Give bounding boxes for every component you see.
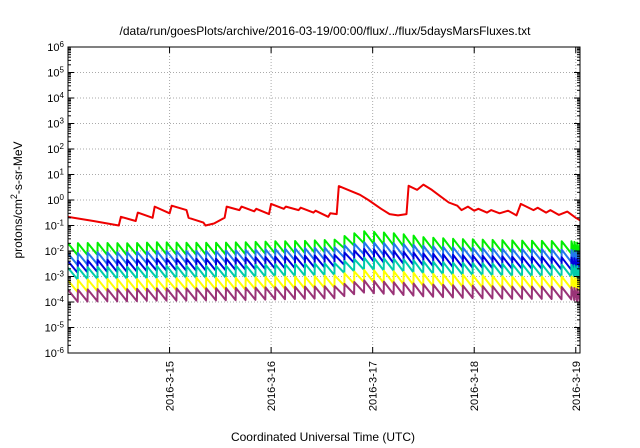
y-tick-label: 10-2 — [45, 244, 65, 259]
y-tick-base: 10 — [47, 144, 59, 156]
y-tick-exp: 0 — [60, 193, 65, 202]
y-tick-base: 10 — [45, 297, 57, 309]
y-tick-label: 10-1 — [45, 218, 65, 233]
y-tick-exp: 6 — [60, 40, 65, 49]
y-tick-exp: -4 — [57, 295, 65, 304]
y-tick-label: 10-6 — [45, 346, 65, 361]
y-tick-exp: -1 — [57, 218, 65, 227]
series-line-2 — [68, 230, 580, 257]
y-tick-base: 10 — [47, 119, 59, 131]
y-tick-base: 10 — [47, 42, 59, 54]
series-line-5 — [68, 256, 580, 281]
y-tick-label: 10-4 — [45, 295, 65, 310]
x-axis-label: Coordinated Universal Time (UTC) — [231, 430, 415, 444]
series-line-7 — [68, 279, 580, 303]
y-tick-base: 10 — [47, 93, 59, 105]
x-axis: 2016-3-15 2016-3-16 2016-3-17 2016-3-18 2016… — [165, 47, 583, 411]
y-tick-exp: 2 — [60, 142, 65, 151]
y-tick-label: 100 — [47, 193, 64, 208]
y-tick-label: 105 — [47, 65, 64, 80]
y-tick-base: 10 — [45, 348, 57, 360]
y-tick-label: 104 — [47, 91, 64, 106]
y-tick-label: 101 — [47, 167, 64, 182]
y-tick-label: 10-3 — [45, 269, 65, 284]
chart-grid — [68, 47, 580, 353]
y-tick-exp: 1 — [60, 167, 65, 176]
y-tick-label: 103 — [47, 116, 64, 131]
chart-title: /data/run/goesPlots/archive/2016-03-19/0… — [120, 24, 532, 38]
y-tick-exp: -2 — [57, 244, 65, 253]
series-line-1 — [68, 183, 580, 227]
y-axis-label-suffix: -s-sr-MeV — [11, 141, 25, 194]
y-tick-label: 106 — [47, 40, 64, 55]
y-tick-exp: -5 — [57, 320, 65, 329]
x-tick-label: 2016-3-18 — [469, 361, 481, 411]
y-tick-exp: -3 — [57, 269, 65, 278]
y-tick-exp: -6 — [57, 346, 65, 355]
x-tick-label: 2016-3-16 — [266, 361, 278, 411]
series-line-6 — [68, 269, 580, 294]
y-tick-base: 10 — [47, 170, 59, 182]
y-tick-base: 10 — [45, 323, 57, 335]
series-line-3 — [68, 241, 580, 267]
y-axis-label: protons/cm2-s-sr-MeV — [9, 141, 25, 258]
y-tick-label: 10-5 — [45, 320, 65, 335]
y-tick-base: 10 — [47, 195, 59, 207]
y-tick-base: 10 — [47, 68, 59, 80]
y-tick-label: 102 — [47, 142, 64, 157]
y-axis: 10-610-510-410-310-210-11001011021031041… — [45, 40, 580, 361]
y-tick-base: 10 — [45, 272, 57, 284]
y-tick-base: 10 — [45, 246, 57, 258]
series-group — [68, 183, 580, 303]
series-line-4 — [68, 248, 580, 274]
y-tick-base: 10 — [45, 221, 57, 233]
x-tick-label: 2016-3-19 — [571, 361, 583, 411]
y-tick-exp: 5 — [60, 65, 65, 74]
x-tick-label: 2016-3-17 — [368, 361, 380, 411]
y-axis-label-sup: 2 — [9, 194, 19, 199]
y-tick-exp: 3 — [60, 116, 65, 125]
y-tick-exp: 4 — [60, 91, 65, 100]
y-axis-label-prefix: protons/cm — [11, 199, 25, 258]
x-tick-label: 2016-3-15 — [165, 361, 177, 411]
